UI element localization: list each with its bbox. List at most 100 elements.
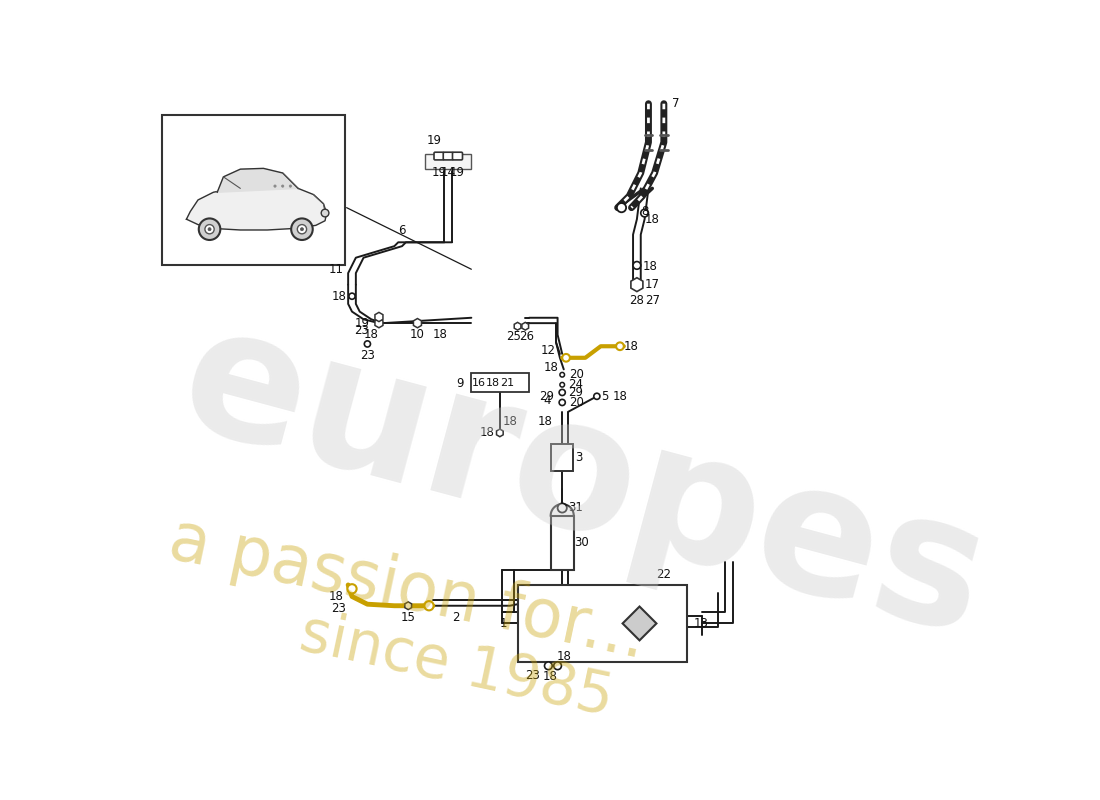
- Bar: [425, 154, 472, 169]
- Polygon shape: [405, 602, 411, 610]
- Text: 24: 24: [569, 378, 584, 391]
- Text: 18: 18: [538, 415, 552, 428]
- Text: 13: 13: [693, 617, 708, 630]
- Text: 23: 23: [354, 324, 370, 338]
- Bar: [162, 115, 345, 266]
- Circle shape: [205, 225, 214, 234]
- FancyBboxPatch shape: [434, 152, 444, 160]
- Circle shape: [594, 394, 600, 399]
- Text: 29: 29: [539, 390, 554, 403]
- Polygon shape: [631, 278, 642, 291]
- Text: 18: 18: [364, 328, 378, 341]
- Circle shape: [321, 209, 329, 217]
- Text: 11: 11: [329, 262, 344, 276]
- Circle shape: [640, 209, 649, 217]
- Text: 22: 22: [657, 568, 671, 581]
- Text: 19: 19: [354, 317, 370, 330]
- Text: 23: 23: [360, 349, 375, 362]
- Circle shape: [274, 185, 276, 187]
- Circle shape: [289, 185, 292, 187]
- Polygon shape: [375, 318, 383, 328]
- Circle shape: [616, 342, 624, 350]
- Text: 21: 21: [500, 378, 515, 388]
- Text: 8: 8: [641, 205, 648, 218]
- Circle shape: [558, 503, 566, 513]
- Polygon shape: [375, 312, 383, 322]
- Text: 12: 12: [541, 344, 556, 357]
- Circle shape: [348, 584, 356, 594]
- Circle shape: [349, 293, 355, 299]
- Text: 7: 7: [672, 97, 679, 110]
- Text: 18: 18: [503, 415, 517, 428]
- Text: 10: 10: [410, 328, 425, 341]
- Text: 31: 31: [569, 502, 583, 514]
- Text: 2: 2: [452, 610, 460, 624]
- Circle shape: [300, 228, 304, 230]
- Circle shape: [208, 228, 211, 230]
- Circle shape: [559, 399, 565, 406]
- Text: 16: 16: [472, 378, 486, 388]
- Circle shape: [292, 218, 312, 240]
- Text: 18: 18: [329, 590, 344, 603]
- Circle shape: [199, 218, 220, 240]
- Circle shape: [617, 203, 626, 212]
- Text: 18: 18: [645, 213, 660, 226]
- Text: 18: 18: [543, 361, 558, 374]
- FancyBboxPatch shape: [452, 152, 462, 160]
- Text: 19: 19: [427, 134, 442, 147]
- Text: 17: 17: [645, 278, 660, 291]
- Bar: [551, 516, 574, 570]
- Text: 18: 18: [613, 390, 627, 403]
- Text: 3: 3: [575, 451, 583, 464]
- Bar: [551, 445, 573, 471]
- Text: 18: 18: [642, 261, 658, 274]
- Text: 28: 28: [629, 294, 645, 306]
- Text: 6: 6: [398, 224, 406, 238]
- Text: 18: 18: [331, 290, 346, 302]
- Text: since 1985: since 1985: [295, 605, 618, 727]
- Bar: [517, 585, 686, 662]
- Text: 29: 29: [569, 386, 584, 399]
- Text: 14: 14: [441, 166, 455, 179]
- Text: 5: 5: [601, 390, 608, 403]
- Polygon shape: [414, 318, 421, 328]
- Text: 1: 1: [499, 617, 507, 630]
- Circle shape: [560, 373, 564, 377]
- Circle shape: [553, 662, 561, 670]
- Polygon shape: [218, 168, 298, 192]
- Text: a passion for...: a passion for...: [163, 506, 652, 672]
- Text: 19: 19: [450, 166, 465, 179]
- Circle shape: [634, 262, 641, 270]
- Text: 18: 18: [433, 328, 448, 341]
- Text: 9: 9: [456, 377, 463, 390]
- Text: 15: 15: [400, 610, 416, 624]
- Polygon shape: [514, 322, 521, 330]
- Circle shape: [544, 662, 552, 670]
- Circle shape: [559, 390, 565, 395]
- Text: 20: 20: [569, 368, 583, 382]
- Text: 18: 18: [624, 340, 639, 353]
- Text: 26: 26: [519, 330, 535, 342]
- Circle shape: [425, 601, 433, 610]
- Text: 4: 4: [543, 394, 551, 406]
- Bar: [472, 373, 529, 393]
- Text: 23: 23: [331, 602, 346, 614]
- Text: 18: 18: [486, 378, 500, 388]
- Text: 18: 18: [542, 670, 558, 683]
- Text: 18: 18: [480, 426, 494, 439]
- Text: 19: 19: [431, 166, 447, 179]
- Circle shape: [364, 341, 371, 347]
- Text: 20: 20: [569, 396, 583, 409]
- Text: 23: 23: [526, 669, 540, 682]
- Text: europes: europes: [163, 290, 1003, 673]
- Polygon shape: [496, 429, 503, 437]
- Circle shape: [282, 185, 284, 187]
- Circle shape: [562, 354, 570, 362]
- Text: 27: 27: [645, 294, 660, 306]
- Text: 30: 30: [574, 536, 589, 549]
- Polygon shape: [186, 186, 327, 230]
- Text: 25: 25: [506, 330, 521, 342]
- Polygon shape: [623, 606, 657, 640]
- Circle shape: [297, 225, 307, 234]
- Polygon shape: [521, 322, 529, 330]
